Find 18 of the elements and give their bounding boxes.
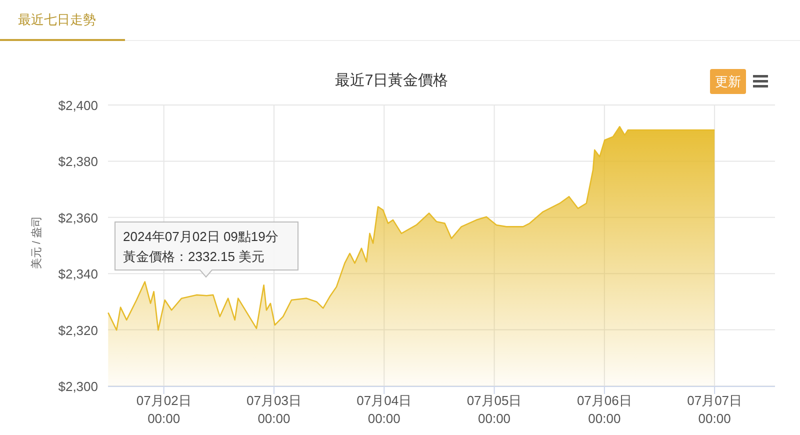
x-tick-label: 07月06日 00:00 bbox=[576, 393, 632, 426]
y-axis-title: 美元 / 盎司 bbox=[30, 216, 43, 270]
chart-title: 最近7日黃金價格 bbox=[334, 72, 448, 89]
y-tick-label: $2,320 bbox=[58, 322, 98, 338]
text: 更新 bbox=[715, 74, 741, 89]
y-tick-label: $2,400 bbox=[58, 98, 98, 113]
y-tick-label: $2,300 bbox=[58, 379, 98, 394]
x-tick-label: 07月05日 00:00 bbox=[466, 393, 522, 426]
annotation: 2024年07月02日 09點19分 bbox=[123, 229, 278, 244]
x-tick-label: 07月03日 00:00 bbox=[246, 393, 302, 426]
y-tick-label: $2,340 bbox=[58, 266, 98, 282]
x-tick-label: 07月04日 00:00 bbox=[356, 393, 412, 426]
x-tick-label: 07月02日 00:00 bbox=[136, 393, 192, 426]
annotation: 黃金價格：2332.15 美元 bbox=[123, 249, 265, 264]
y-tick-label: $2,380 bbox=[58, 154, 98, 170]
y-tick-label: $2,360 bbox=[58, 210, 98, 226]
text: 最近七日走勢 bbox=[18, 12, 96, 27]
x-tick-label: 07月07日 00:00 bbox=[687, 393, 742, 426]
